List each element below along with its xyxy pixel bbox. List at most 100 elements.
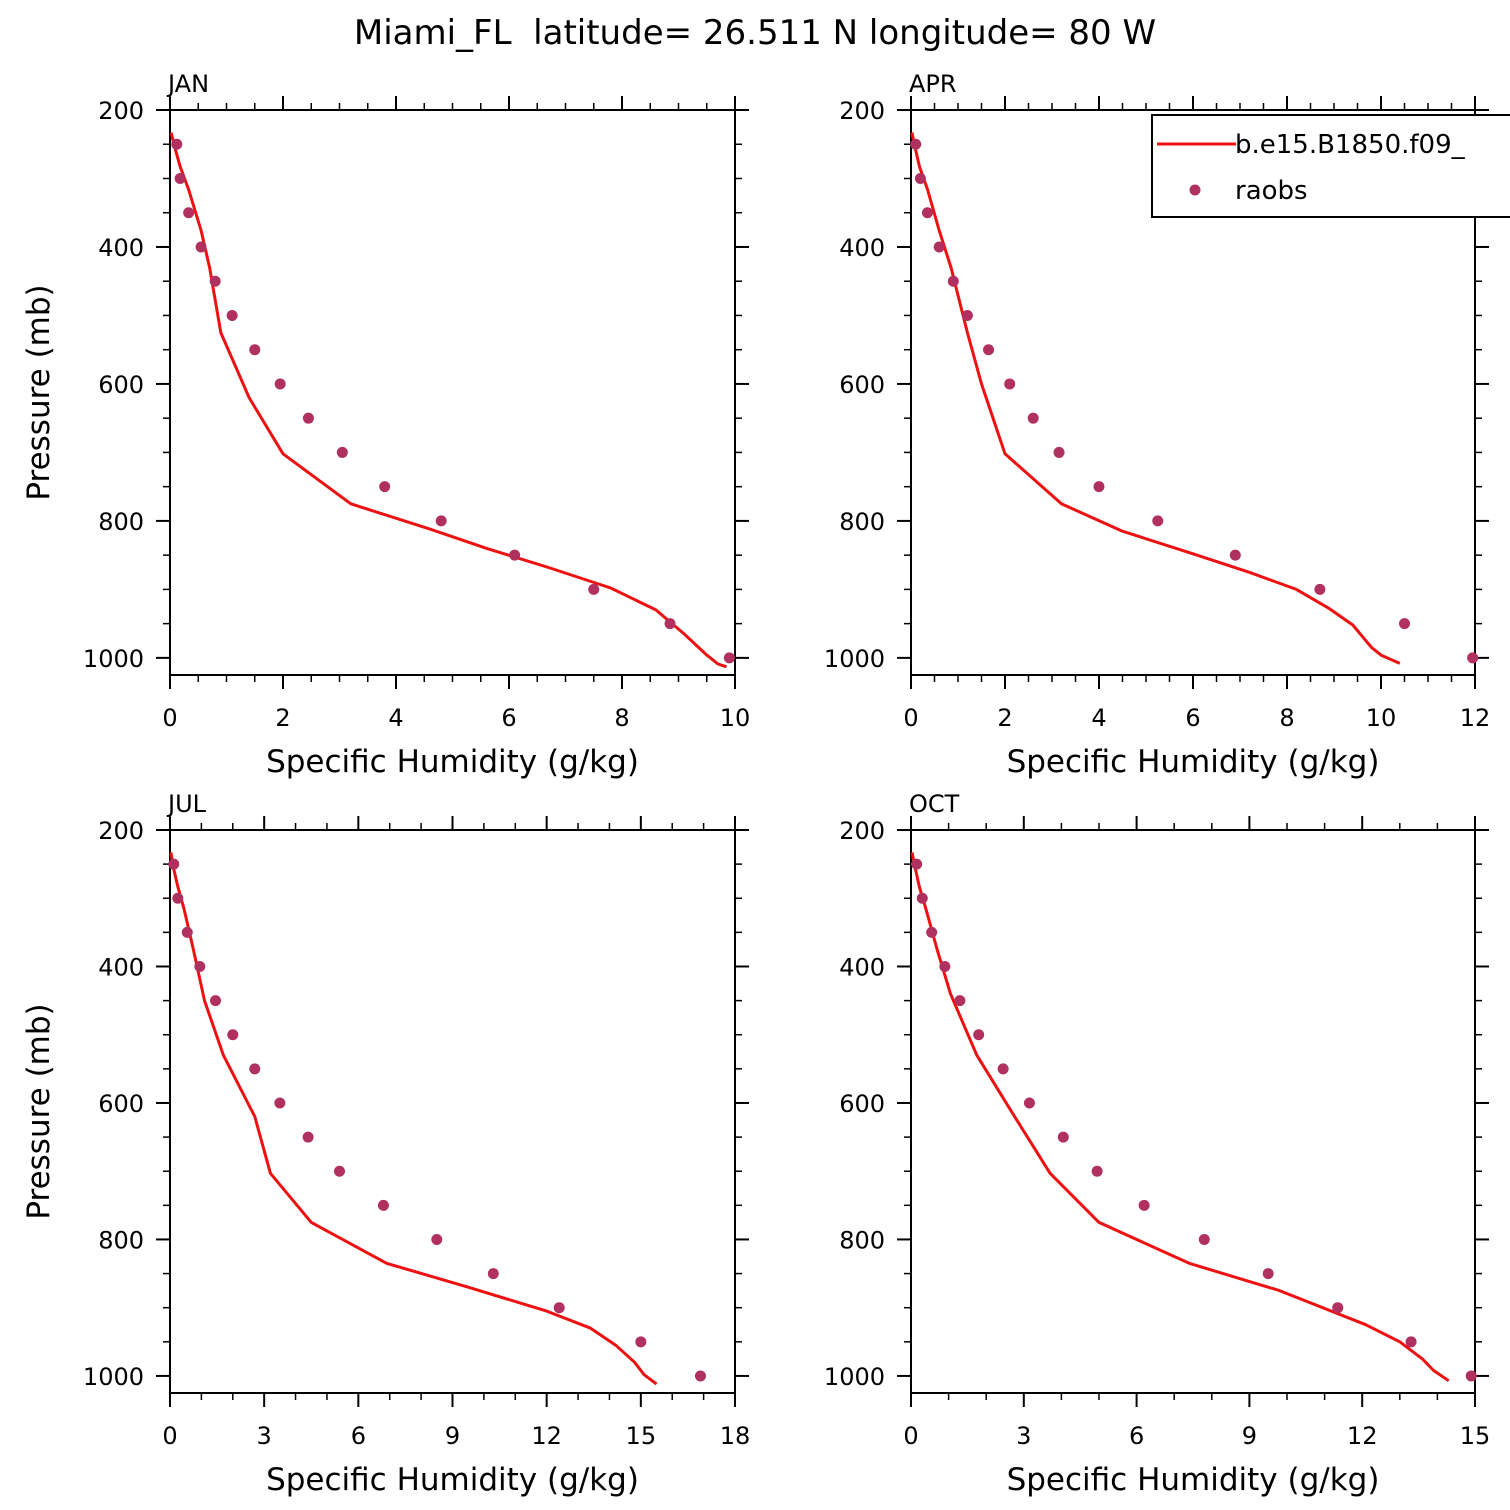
raobs-point (916, 892, 928, 904)
raobs-point (1027, 412, 1039, 424)
raobs-point (1091, 1165, 1103, 1177)
raobs-point (926, 926, 938, 938)
model-line (910, 132, 1401, 665)
panel-oct: 0 3 6 9 12 15 200 400 600 800 1000 OCT Specific Humi… (824, 790, 1490, 1498)
plot-frame (169, 829, 736, 1394)
raobs-point (1152, 515, 1164, 527)
x-axis-label: Specific Humidity (g/kg) (266, 1462, 639, 1498)
x-tick-label: 0 (903, 704, 918, 732)
raobs-point (227, 1029, 239, 1041)
raobs-point (195, 241, 207, 253)
raobs-point (487, 1268, 499, 1280)
raobs-point (1138, 1199, 1150, 1211)
raobs-point (226, 309, 238, 321)
raobs-point (377, 1199, 389, 1211)
x-axis-label: Specific Humidity (g/kg) (266, 744, 639, 780)
raobs-point (249, 1063, 261, 1075)
x-tick-label: 6 (1129, 1422, 1144, 1450)
x-tick-label: 6 (351, 1422, 366, 1450)
raobs-point (911, 858, 923, 870)
raobs-point (933, 241, 945, 253)
y-tick-label: 1000 (824, 645, 885, 673)
raobs-point (1332, 1302, 1344, 1314)
raobs-point (1405, 1336, 1417, 1348)
panel-title: OCT (909, 790, 960, 818)
raobs-point (947, 275, 959, 287)
x-tick-label: 6 (501, 704, 516, 732)
raobs-point (961, 309, 973, 321)
model-line (169, 852, 658, 1386)
raobs-point (431, 1233, 443, 1245)
raobs-point (509, 549, 521, 561)
x-tick-label: 0 (162, 1422, 177, 1450)
y-tick-label: 1000 (83, 1363, 144, 1391)
plot-frame (169, 109, 736, 676)
raobs-point (939, 960, 951, 972)
raobs-point (1229, 549, 1241, 561)
x-tick-label: 15 (626, 1422, 657, 1450)
y-tick-label: 600 (98, 1090, 144, 1118)
raobs-point (588, 583, 600, 595)
legend-box (1151, 114, 1510, 218)
x-tick-label: 10 (720, 704, 751, 732)
y-tick-label: 600 (839, 371, 885, 399)
raobs-point (694, 1370, 706, 1382)
legend: b.e15.B1850.f09_raobs (1151, 114, 1510, 218)
x-tick-label: 15 (1460, 1422, 1491, 1450)
raobs-point (194, 960, 206, 972)
y-tick-label: 200 (98, 97, 144, 125)
raobs-point (210, 995, 222, 1007)
y-tick-label: 1000 (83, 645, 144, 673)
model-line (910, 852, 1450, 1382)
y-tick-label: 1000 (824, 1363, 885, 1391)
raobs-point (1057, 1131, 1069, 1143)
raobs-point (435, 515, 447, 527)
raobs-point (1314, 583, 1326, 595)
raobs-point (1399, 618, 1410, 630)
raobs-point (172, 892, 184, 904)
raobs-point (983, 344, 995, 356)
raobs-point (1262, 1268, 1274, 1280)
raobs-point (1465, 1370, 1477, 1382)
x-tick-label: 0 (903, 1422, 918, 1450)
legend-marker-swatch (1189, 184, 1201, 196)
x-tick-label: 12 (531, 1422, 562, 1450)
raobs-point (181, 926, 193, 938)
y-tick-label: 600 (839, 1090, 885, 1118)
model-line (169, 132, 727, 669)
y-tick-label: 400 (98, 953, 144, 981)
raobs-point (168, 858, 180, 870)
raobs-point (302, 412, 314, 424)
y-tick-label: 800 (98, 508, 144, 536)
x-tick-label: 10 (1366, 704, 1397, 732)
raobs-point (209, 275, 221, 287)
y-tick-label: 200 (839, 817, 885, 845)
raobs-point (334, 1165, 345, 1177)
y-tick-label: 400 (98, 234, 144, 262)
raobs-point (249, 344, 261, 356)
x-tick-label: 0 (162, 704, 177, 732)
raobs-point (1467, 652, 1479, 664)
panel-title: JUL (166, 790, 207, 818)
x-axis-label: Specific Humidity (g/kg) (1007, 744, 1380, 780)
raobs-point (1198, 1233, 1210, 1245)
x-tick-label: 12 (1460, 704, 1491, 732)
y-tick-label: 400 (839, 234, 885, 262)
panel-jan: 0 2 4 6 8 10 200 400 600 800 1000 JAN Specific Humid… (21, 70, 750, 780)
x-tick-label: 18 (720, 1422, 751, 1450)
y-axis-label: Pressure (mb) (21, 1003, 57, 1219)
panel-apr: 0 2 4 6 8 10 12 200 400 600 800 1000 APR Specific Hum… (824, 70, 1490, 780)
legend-label-raobs: raobs (1235, 176, 1308, 206)
raobs-point (664, 618, 676, 630)
y-tick-label: 400 (839, 953, 885, 981)
x-tick-label: 3 (257, 1422, 272, 1450)
x-tick-label: 8 (1279, 704, 1294, 732)
y-tick-label: 200 (839, 97, 885, 125)
raobs-point (274, 378, 286, 390)
raobs-point (1023, 1097, 1035, 1109)
raobs-point (171, 138, 183, 150)
raobs-point (910, 138, 922, 150)
raobs-point (274, 1097, 286, 1109)
raobs-point (336, 446, 348, 458)
